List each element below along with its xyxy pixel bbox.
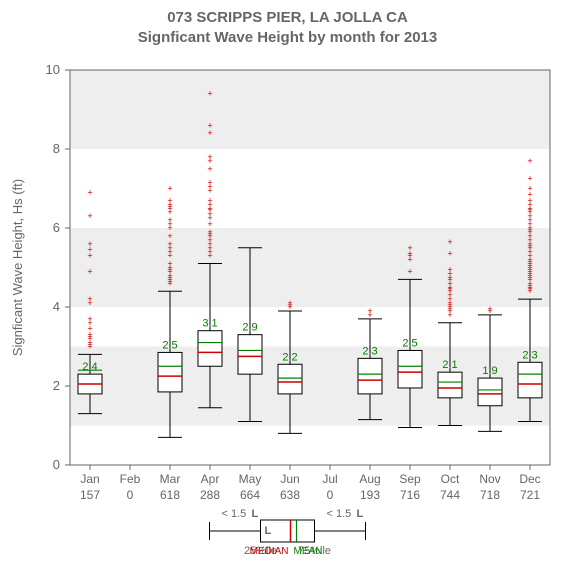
month-label: Apr xyxy=(201,472,220,486)
outlier: + xyxy=(207,178,212,188)
box xyxy=(198,331,222,367)
month-count: 0 xyxy=(327,488,334,502)
legend: < 1.5L< 1.5LL25%ile75%ileMEDIANMEAN xyxy=(210,508,366,557)
month-label: Dec xyxy=(519,472,540,486)
svg-text:L: L xyxy=(252,508,259,520)
outlier: + xyxy=(167,184,172,194)
boxplot-chart: { "title": "073 SCRIPPS PIER, LA JOLLA C… xyxy=(0,0,575,580)
mean-label: 2.2 xyxy=(282,351,297,363)
mean-label: 2.4 xyxy=(82,361,97,373)
svg-text:4: 4 xyxy=(53,299,60,314)
outlier: + xyxy=(447,264,452,274)
outlier: + xyxy=(367,306,372,316)
outlier: + xyxy=(87,211,92,221)
outlier: + xyxy=(407,266,412,276)
outlier: + xyxy=(207,195,212,205)
month-label: Sep xyxy=(399,472,421,486)
month-label: Jul xyxy=(322,472,337,486)
svg-text:2: 2 xyxy=(53,378,60,393)
outlier: + xyxy=(487,304,492,314)
mean-label: 2.1 xyxy=(442,359,457,371)
month-count: 664 xyxy=(240,488,260,502)
mean-label: 2.5 xyxy=(162,339,177,351)
svg-text:L: L xyxy=(357,508,364,520)
svg-text:10: 10 xyxy=(46,62,60,77)
month-label: Jan xyxy=(80,472,99,486)
svg-text:L: L xyxy=(265,525,272,537)
outlier: + xyxy=(447,237,452,247)
mean-label: 2.3 xyxy=(522,349,537,361)
box xyxy=(438,372,462,398)
outlier: + xyxy=(87,294,92,304)
outlier: + xyxy=(407,243,412,253)
mean-label: 2.3 xyxy=(362,345,377,357)
outlier: + xyxy=(207,120,212,130)
outlier: + xyxy=(527,184,532,194)
month-label: May xyxy=(239,472,262,486)
month-label: Oct xyxy=(441,472,460,486)
box xyxy=(518,362,542,398)
outlier: + xyxy=(207,152,212,162)
month-label: Feb xyxy=(120,472,141,486)
month-count: 716 xyxy=(400,488,420,502)
svg-text:< 1.5: < 1.5 xyxy=(222,508,247,520)
month-count: 721 xyxy=(520,488,540,502)
chart-title: 073 SCRIPPS PIER, LA JOLLA CA xyxy=(167,9,408,26)
outlier: + xyxy=(87,314,92,324)
month-count: 638 xyxy=(280,488,300,502)
month-label: Nov xyxy=(479,472,500,486)
box xyxy=(398,350,422,388)
chart-svg: 073 SCRIPPS PIER, LA JOLLA CA Signficant … xyxy=(0,0,575,580)
outlier: + xyxy=(87,187,92,197)
month-label: Aug xyxy=(359,472,380,486)
outlier: + xyxy=(527,156,532,166)
month-count: 157 xyxy=(80,488,100,502)
box xyxy=(278,364,302,394)
mean-label: 1.9 xyxy=(482,365,497,377)
svg-text:< 1.5: < 1.5 xyxy=(327,508,352,520)
svg-text:8: 8 xyxy=(53,141,60,156)
box xyxy=(478,378,502,406)
month-count: 744 xyxy=(440,488,460,502)
svg-text:MEAN: MEAN xyxy=(294,546,323,557)
month-label: Mar xyxy=(160,472,181,486)
outlier: + xyxy=(87,266,92,276)
box xyxy=(238,335,262,375)
svg-text:6: 6 xyxy=(53,220,60,235)
outlier: + xyxy=(287,298,292,308)
month-count: 288 xyxy=(200,488,220,502)
month-count: 618 xyxy=(160,488,180,502)
outlier: + xyxy=(87,239,92,249)
mean-label: 2.9 xyxy=(242,322,257,334)
month-count: 0 xyxy=(127,488,134,502)
y-axis-title: Signficant Wave Height, Hs (ft) xyxy=(10,179,25,356)
month-count: 193 xyxy=(360,488,380,502)
outlier: + xyxy=(167,195,172,205)
month-label: Jun xyxy=(280,472,299,486)
chart-subtitle: Signficant Wave Height by month for 2013 xyxy=(138,29,438,46)
box xyxy=(358,358,382,394)
mean-label: 3.1 xyxy=(202,318,217,330)
box xyxy=(158,352,182,392)
mean-label: 2.5 xyxy=(402,337,417,349)
month-count: 718 xyxy=(480,488,500,502)
outlier: + xyxy=(527,174,532,184)
outlier: + xyxy=(207,89,212,99)
svg-text:MEDIAN: MEDIAN xyxy=(250,546,289,557)
svg-text:0: 0 xyxy=(53,457,60,472)
outlier: + xyxy=(447,249,452,259)
